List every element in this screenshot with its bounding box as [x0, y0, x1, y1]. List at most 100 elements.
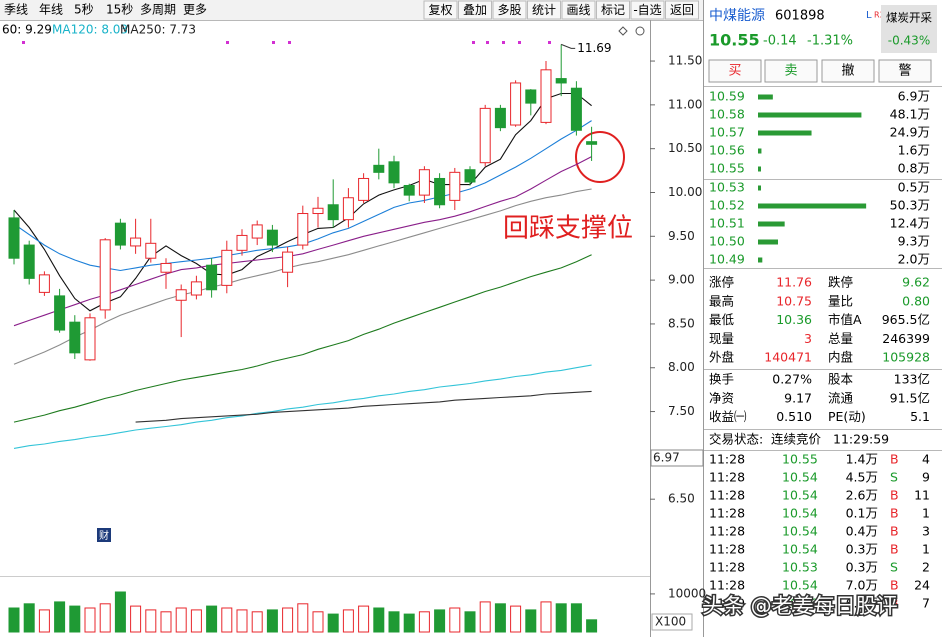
candle-body — [266, 229, 278, 246]
candle-body — [449, 171, 461, 201]
volume-bar — [570, 603, 582, 633]
watermark: 头条 @老姜每日股评 — [702, 594, 898, 618]
stat-value: 140471 — [764, 350, 812, 365]
cursor-box — [650, 449, 704, 467]
trade-time: 11:28 — [709, 542, 745, 557]
trade-button-label[interactable]: 撤 — [841, 63, 854, 79]
book-bar — [758, 130, 812, 136]
volume-bar — [418, 611, 430, 633]
trade-side: B — [890, 488, 899, 503]
trade-price: 10.54 — [782, 578, 818, 593]
trade-time: 11:28 — [709, 452, 745, 467]
y-tick-label: 9.00 — [668, 273, 695, 287]
stat-label: 股本 — [828, 372, 854, 387]
stat-label: 现量 — [709, 331, 734, 346]
circle-icon[interactable] — [635, 26, 645, 36]
candle-body — [586, 141, 598, 145]
book-volume: 12.4万 — [890, 216, 930, 231]
candle-body — [510, 82, 522, 126]
period-tab[interactable]: 多周期 — [140, 3, 176, 17]
event-marker[interactable]: 财 — [99, 529, 109, 542]
volume-bar — [464, 611, 476, 633]
tool-label[interactable]: 标记 — [601, 3, 625, 17]
candle-body — [388, 161, 400, 184]
volume-bar — [525, 609, 537, 633]
y-tick-label: 9.50 — [668, 229, 695, 243]
volume-bar — [266, 609, 278, 633]
stat-label: 换手 — [709, 372, 734, 387]
diamond-icon[interactable] — [618, 26, 628, 36]
period-tab[interactable]: 15秒 — [106, 3, 133, 17]
volume-bar — [251, 611, 263, 633]
tool-button[interactable] — [596, 0, 630, 20]
change: -0.14 — [763, 34, 797, 49]
tool-label[interactable]: 复权 — [428, 3, 452, 17]
book-volume: 24.9万 — [890, 125, 930, 140]
trade-count: 9 — [922, 470, 930, 485]
event-marker-box[interactable] — [97, 528, 111, 542]
tool-label[interactable]: 返回 — [670, 3, 694, 17]
tool-button[interactable] — [492, 0, 527, 20]
trade-price: 10.54 — [782, 542, 818, 557]
volume-unit: X100 — [655, 615, 686, 629]
trade-price: 10.54 — [782, 524, 818, 539]
y-tick-label: 8.00 — [668, 360, 695, 374]
highlight-circle — [575, 131, 625, 183]
period-tab[interactable]: 季线 — [4, 3, 28, 17]
trade-button[interactable] — [821, 59, 875, 83]
trade-button[interactable] — [764, 59, 818, 83]
tool-button[interactable] — [423, 0, 458, 20]
trade-count: 4 — [922, 452, 930, 467]
tool-label[interactable]: -自选 — [633, 3, 661, 17]
candle-body — [418, 169, 430, 196]
stat-value: 133亿 — [894, 372, 930, 387]
last-price: 10.55 — [709, 31, 760, 50]
trade-time: 11:28 — [709, 578, 745, 593]
trade-button[interactable] — [708, 59, 762, 83]
book-volume: 0.8万 — [898, 161, 930, 176]
candle-body — [236, 234, 248, 251]
book-volume: 6.9万 — [898, 89, 930, 104]
tool-label[interactable]: 统计 — [532, 3, 556, 17]
trade-side: B — [890, 506, 899, 521]
trade-count: 2 — [922, 560, 930, 575]
tool-button[interactable] — [665, 0, 699, 20]
tool-label[interactable]: 画线 — [566, 3, 590, 17]
trade-volume: 0.3万 — [846, 560, 878, 575]
status-label: 交易状态: — [709, 432, 763, 447]
volume-bar — [236, 609, 248, 633]
stat-label: 收益㈠ — [709, 409, 747, 424]
period-tab[interactable]: 年线 — [39, 3, 63, 17]
change-pct: -1.31% — [807, 34, 853, 49]
volume-bar — [586, 619, 598, 633]
tool-label[interactable]: 叠加 — [463, 3, 487, 17]
volume-bar — [190, 609, 202, 633]
trade-button-label[interactable]: 买 — [728, 64, 741, 79]
trade-button[interactable] — [878, 59, 932, 83]
stat-value: 0.80 — [902, 293, 930, 308]
max-pointer — [561, 43, 576, 49]
period-tab[interactable]: 更多 — [183, 3, 207, 17]
stat-value: 9.62 — [902, 275, 930, 290]
volume-bar — [388, 611, 400, 633]
y-tick-label: 8.50 — [668, 316, 695, 330]
tool-label[interactable]: 多股 — [497, 3, 521, 17]
candle-body — [190, 281, 202, 296]
tool-button[interactable] — [630, 0, 665, 20]
book-volume: 1.6万 — [898, 143, 930, 158]
stat-label: 外盘 — [709, 350, 734, 365]
period-tab[interactable]: 5秒 — [74, 3, 94, 17]
trade-button-label[interactable]: 卖 — [784, 64, 797, 79]
candle-body — [327, 204, 339, 221]
trade-count: 1 — [922, 506, 930, 521]
ma-line — [135, 390, 592, 423]
volume-bar — [342, 609, 354, 633]
tool-button[interactable] — [561, 0, 596, 20]
book-price: 10.52 — [709, 198, 745, 213]
tool-button[interactable] — [458, 0, 492, 20]
candle-body — [555, 78, 567, 84]
trade-button-label[interactable]: 警 — [898, 63, 911, 79]
event-dot — [486, 41, 489, 44]
volume-bar — [221, 607, 233, 633]
tool-button[interactable] — [527, 0, 561, 20]
